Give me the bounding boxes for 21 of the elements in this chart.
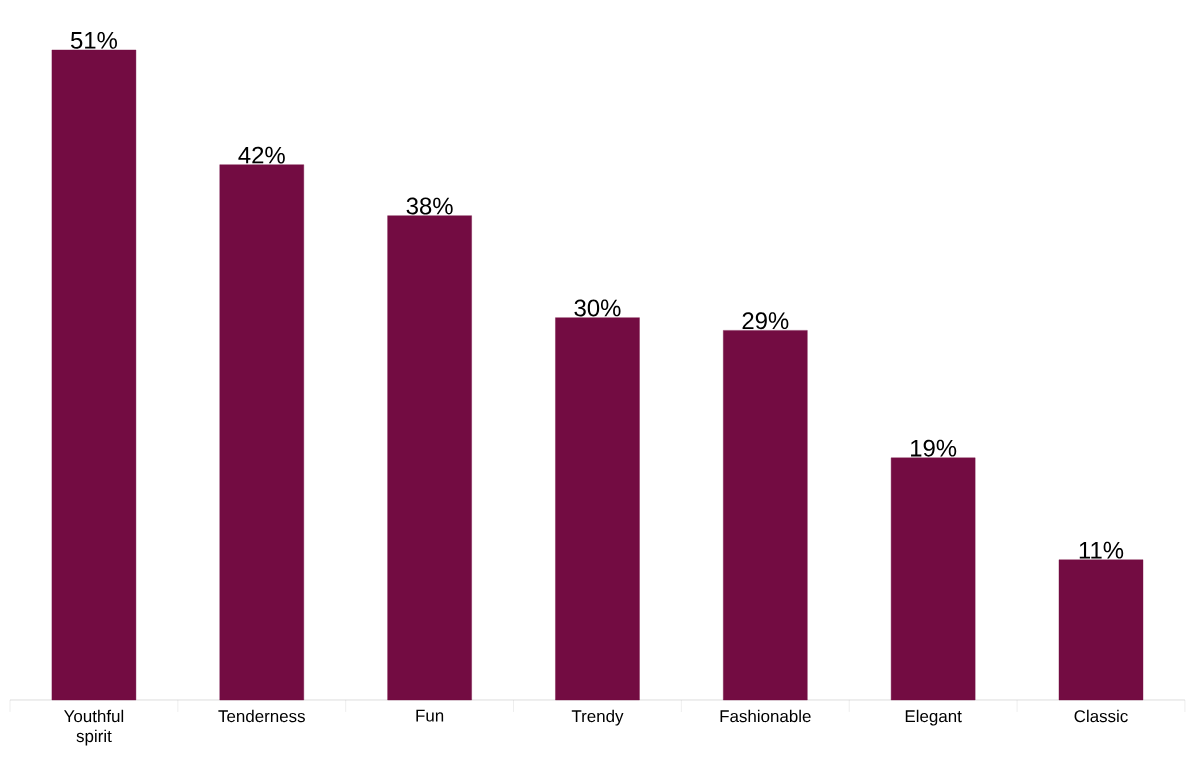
bar (219, 164, 304, 701)
x-tick-label: Fun (416, 709, 444, 722)
data-label: 42% (238, 146, 285, 164)
x-tick-label: Elegant (905, 709, 962, 726)
bar (555, 317, 640, 701)
x-tick-label: Fashionable (720, 709, 811, 723)
bar (1058, 559, 1144, 701)
data-label: 38% (406, 197, 453, 215)
bar (723, 330, 808, 701)
bar (890, 457, 976, 701)
x-tick-label: Tenderness (218, 709, 305, 723)
data-label: 19% (911, 439, 957, 457)
data-label: 30% (574, 299, 621, 317)
bar (51, 49, 137, 701)
bar (387, 215, 472, 701)
data-label: 29% (742, 312, 789, 330)
x-tick-label: Trendy (571, 709, 624, 726)
x-tick-label: Classic (1074, 709, 1128, 723)
data-label: 51% (70, 31, 117, 49)
data-label: 11% (1079, 541, 1124, 559)
x-tick-label: Youthful spirit (64, 709, 124, 746)
